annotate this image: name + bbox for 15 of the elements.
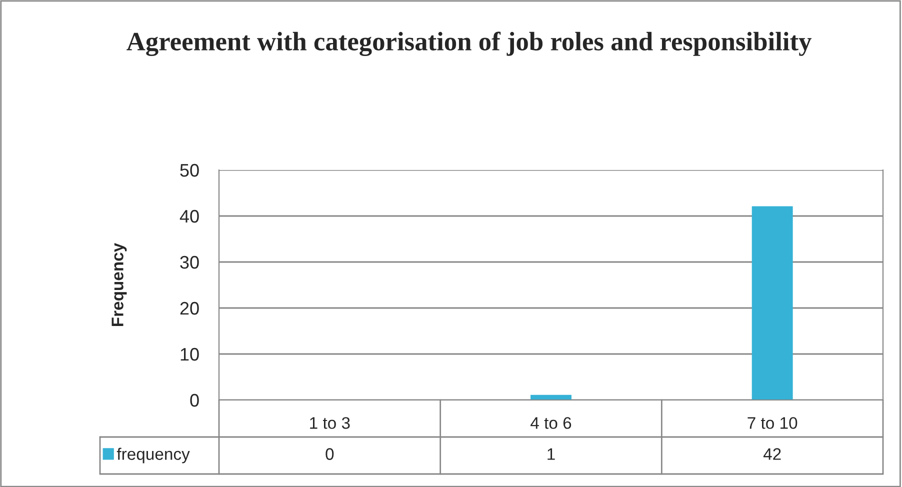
y-tick-label: 30 bbox=[180, 256, 199, 269]
x-tick-label: 1 to 3 bbox=[310, 417, 350, 429]
y-tick-label: 0 bbox=[190, 394, 199, 407]
legend-label: frequency bbox=[116, 448, 190, 464]
data-label: 0 bbox=[326, 448, 334, 460]
y-tick-label: 40 bbox=[180, 210, 199, 223]
y-axis-title: Frequency bbox=[112, 242, 127, 326]
chart-title: Agreement with categorisation of job roles and responsibility bbox=[126, 32, 812, 56]
data-label: 42 bbox=[763, 448, 781, 460]
y-tick-label: 10 bbox=[180, 348, 199, 361]
x-tick-label: 7 to 10 bbox=[748, 417, 798, 429]
y-tick-label: 50 bbox=[180, 164, 199, 177]
data-label: 1 bbox=[548, 448, 555, 460]
y-tick-label: 20 bbox=[180, 302, 199, 315]
x-tick-label: 4 to 6 bbox=[530, 417, 572, 429]
